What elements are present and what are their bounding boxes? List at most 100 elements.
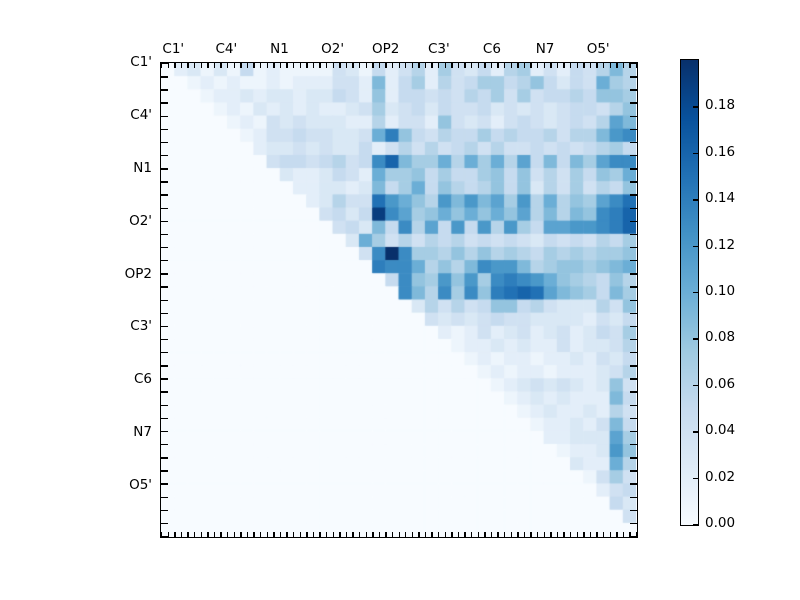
y-tick	[630, 338, 637, 341]
y-tick	[161, 299, 168, 301]
y-tick	[161, 483, 168, 485]
y-tick	[161, 457, 168, 459]
y-tick	[161, 207, 168, 209]
x-tick	[629, 63, 631, 68]
y-tick	[161, 352, 168, 354]
y-tick	[161, 181, 168, 183]
x-tick	[636, 63, 638, 68]
x-tick	[629, 532, 631, 537]
y-tick	[630, 63, 637, 65]
y-tick	[630, 365, 637, 367]
x-tick	[438, 532, 440, 537]
x-tick	[200, 63, 202, 68]
x-tick	[240, 63, 242, 68]
x-tick	[193, 63, 196, 68]
colorbar-tick-label: 0.14	[705, 190, 736, 207]
y-tick	[630, 352, 637, 354]
y-tick	[630, 154, 637, 157]
colorbar-tick-label: 0.04	[705, 422, 736, 439]
y-tick	[161, 76, 168, 78]
x-tick	[477, 63, 480, 68]
x-tick	[477, 532, 480, 537]
x-tick	[273, 63, 275, 68]
x-tick	[378, 63, 381, 68]
x-tick	[490, 63, 493, 68]
colorbar-tick	[693, 245, 698, 247]
x-tick	[543, 532, 546, 537]
y-tick	[161, 496, 168, 498]
x-tick	[299, 63, 301, 68]
x-tick	[378, 532, 381, 537]
y-tick	[630, 496, 637, 498]
y-tick	[161, 365, 168, 367]
x-tick	[180, 532, 183, 537]
y-tick	[161, 338, 168, 341]
x-tick	[167, 63, 169, 68]
y-axis-label: C3'	[130, 318, 152, 335]
y-axis-label: N1	[133, 159, 152, 176]
y-tick	[630, 207, 637, 209]
y-tick	[161, 63, 168, 65]
x-tick	[609, 63, 611, 68]
x-tick	[339, 63, 341, 68]
x-tick	[622, 63, 625, 68]
x-tick	[609, 532, 611, 537]
colorbar-tick-label: 0.12	[705, 236, 736, 253]
y-tick	[630, 286, 637, 288]
x-tick	[471, 63, 473, 68]
y-tick	[630, 220, 637, 223]
colorbar-tick	[693, 384, 698, 387]
x-tick	[504, 63, 506, 68]
x-tick	[200, 532, 202, 537]
x-tick	[457, 63, 460, 68]
left-axis-ticks	[161, 63, 637, 538]
x-tick	[431, 63, 433, 68]
x-tick	[292, 63, 295, 68]
colorbar-tick	[693, 106, 698, 108]
x-tick	[372, 63, 374, 68]
y-axis-label: C4'	[130, 106, 152, 123]
x-tick	[537, 63, 539, 68]
y-tick	[630, 233, 637, 236]
y-tick	[161, 430, 168, 433]
x-tick	[583, 63, 585, 68]
x-tick	[603, 63, 605, 68]
y-tick	[161, 522, 168, 525]
x-tick	[345, 63, 348, 68]
x-tick	[464, 63, 466, 68]
x-tick	[398, 63, 400, 68]
x-tick	[167, 532, 169, 537]
y-tick	[630, 325, 637, 328]
y-tick	[161, 194, 168, 196]
x-tick	[550, 532, 552, 537]
colorbar-tick	[693, 338, 698, 340]
x-tick	[563, 532, 565, 537]
y-tick	[161, 470, 168, 472]
colorbar-tick	[693, 199, 698, 201]
y-tick	[630, 299, 637, 301]
x-tick	[246, 532, 249, 537]
y-tick	[161, 509, 168, 512]
x-tick	[451, 63, 453, 68]
x-tick	[596, 63, 598, 68]
x-tick	[589, 532, 592, 537]
y-tick	[161, 325, 168, 328]
x-tick	[418, 532, 420, 537]
colorbar-tick-label: 0.08	[705, 329, 736, 346]
x-tick	[253, 63, 255, 68]
y-tick	[161, 404, 168, 406]
y-axis-label: C6	[133, 371, 152, 388]
x-tick	[484, 63, 486, 68]
y-axis-label: O5'	[129, 477, 152, 494]
y-tick	[630, 470, 637, 472]
x-tick	[365, 63, 367, 68]
x-tick	[259, 63, 262, 68]
x-tick	[345, 532, 348, 537]
x-tick	[570, 532, 572, 537]
x-axis-label: O2'	[321, 41, 345, 57]
y-tick	[630, 391, 637, 393]
y-tick	[630, 181, 637, 183]
x-tick	[325, 63, 328, 68]
x-tick	[411, 532, 414, 537]
